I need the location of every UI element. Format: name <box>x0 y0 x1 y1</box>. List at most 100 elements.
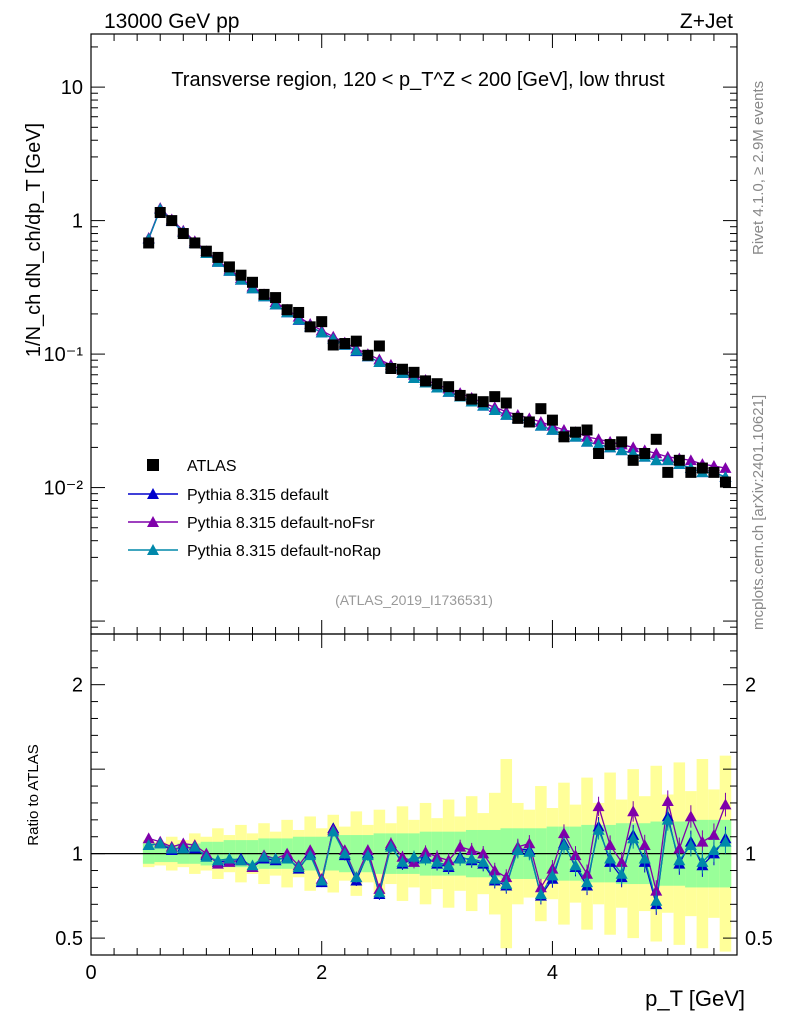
ratio-point-nofsr <box>696 835 709 847</box>
main-point-atlas <box>350 335 362 347</box>
legend-label-nofsr: Pythia 8.315 default-noFsr <box>187 515 375 532</box>
ratio-point-nofsr <box>557 827 570 839</box>
analysis-id: (ATLAS_2019_I1736531) <box>335 592 493 608</box>
ratio-point-norap <box>661 813 674 825</box>
header-left: 13000 GeV pp <box>104 10 239 33</box>
main-y-tick-label: 10 <box>61 77 83 99</box>
ratio-y-tick-label-right: 0.5 <box>745 928 773 950</box>
main-point-atlas <box>270 292 282 304</box>
main-point-atlas <box>200 245 212 257</box>
main-point-atlas <box>281 304 293 316</box>
ratio-point-norap <box>592 823 605 835</box>
ratio-point-norap <box>338 847 351 859</box>
main-line-norap <box>148 207 726 478</box>
main-point-atlas <box>316 316 328 328</box>
main-point-atlas <box>662 466 674 478</box>
ratio-point-nofsr <box>661 795 674 807</box>
ratio-point-nofsr <box>592 800 605 812</box>
main-point-atlas <box>385 362 397 374</box>
ratio-point-norap <box>604 852 617 864</box>
ratio-point-norap <box>223 852 236 864</box>
ratio-point-norap <box>707 844 720 856</box>
main-y-tick-label: 10⁻¹ <box>44 344 84 366</box>
main-point-nofsr <box>650 447 663 459</box>
ratio-point-norap <box>350 871 363 883</box>
x-tick-label: 0 <box>85 962 96 984</box>
ratio-ylabel: Ratio to ATLAS <box>25 744 42 845</box>
ratio-point-nofsr <box>684 810 697 822</box>
legend-marker-default <box>147 488 159 499</box>
main-point-atlas <box>673 454 685 466</box>
ratio-point-norap <box>454 852 467 864</box>
ratio-y-tick-label-right: 2 <box>745 675 756 697</box>
main-point-atlas <box>523 416 535 428</box>
plot-layer: 10 1 10⁻¹ 10⁻² 0 2 4 0.5 0.5 1 1 2 2 <box>44 33 773 984</box>
ratio-point-nofsr <box>477 847 490 859</box>
main-point-norap <box>315 326 328 338</box>
ratio-point-nofsr <box>707 829 720 840</box>
ratio-point-norap <box>696 856 709 867</box>
main-point-atlas <box>558 431 570 443</box>
ratio-point-norap <box>408 851 420 862</box>
ratio-point-norap <box>511 844 524 856</box>
ratio-point-norap <box>581 876 594 888</box>
ratio-point-norap <box>246 859 259 871</box>
main-point-norap <box>650 454 663 466</box>
ratio-point-nofsr <box>604 839 617 850</box>
main-point-atlas <box>166 215 178 227</box>
main-point-atlas <box>177 228 189 240</box>
main-point-atlas <box>431 378 443 390</box>
main-point-norap <box>534 419 547 431</box>
ratio-point-norap <box>557 839 570 850</box>
legend-marker-nofsr <box>147 516 159 527</box>
main-point-atlas <box>327 339 339 351</box>
main-point-atlas <box>443 381 455 393</box>
ratio-point-nofsr <box>454 840 467 852</box>
main-point-norap <box>581 435 594 447</box>
ratio-point-norap <box>627 832 640 844</box>
main-point-atlas <box>154 207 166 219</box>
ratio-point-nofsr <box>569 849 582 861</box>
main-point-atlas <box>189 237 201 249</box>
main-point-atlas <box>639 448 651 460</box>
ratio-point-norap <box>546 869 559 881</box>
ratio-point-nofsr <box>465 844 478 856</box>
ratio-point-nofsr <box>615 856 628 867</box>
main-point-norap <box>350 344 363 356</box>
main-point-atlas <box>512 412 524 424</box>
ratio-point-norap <box>442 859 455 871</box>
main-point-atlas <box>420 375 432 387</box>
main-point-atlas <box>685 466 697 478</box>
main-point-atlas <box>223 261 235 273</box>
legend-label-norap: Pythia 8.315 default-noRap <box>187 543 381 560</box>
main-point-norap <box>592 438 605 450</box>
main-point-norap <box>615 444 628 456</box>
ratio-point-norap <box>534 888 547 899</box>
ratio-point-norap <box>384 840 397 852</box>
main-point-atlas <box>604 439 616 451</box>
main-point-norap <box>500 408 513 420</box>
ratio-point-norap <box>477 856 490 867</box>
ratio-point-norap <box>431 856 444 867</box>
ratio-point-norap <box>258 851 271 862</box>
legend-label-atlas: ATLAS <box>187 458 237 475</box>
ratio-point-norap <box>500 878 513 889</box>
ratio-point-nofsr <box>142 832 155 844</box>
x-tick-label: 2 <box>316 962 327 984</box>
ratio-point-norap <box>154 837 167 849</box>
ratio-point-norap <box>488 872 501 884</box>
ratio-point-norap <box>211 854 224 866</box>
main-point-atlas <box>373 340 385 352</box>
main-point-atlas <box>535 403 547 415</box>
main-point-atlas <box>593 448 605 460</box>
ratio-y-tick-label-right: 1 <box>745 844 756 866</box>
main-point-atlas <box>143 237 155 249</box>
ratio-point-norap <box>523 845 536 857</box>
main-point-atlas <box>339 338 351 350</box>
ratio-point-norap <box>200 851 213 862</box>
legend-label-default: Pythia 8.315 default <box>187 487 329 504</box>
main-point-norap <box>546 423 559 435</box>
rivet-label: Rivet 4.1.0, ≥ 2.9M events <box>750 81 767 255</box>
ratio-point-norap <box>234 854 247 866</box>
